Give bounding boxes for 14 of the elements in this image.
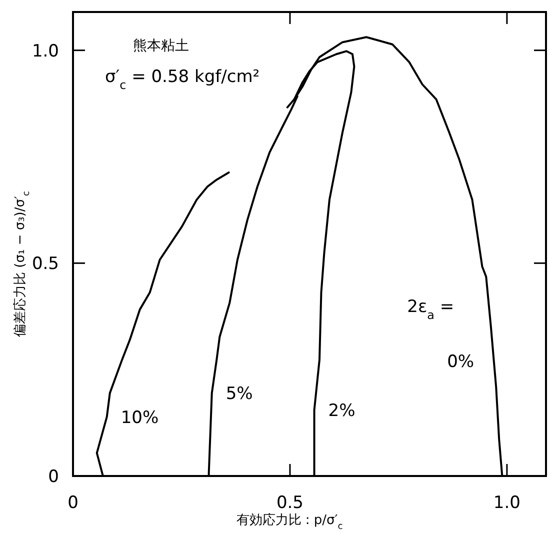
series-label: 0% — [447, 352, 474, 372]
series-label: 5% — [226, 384, 253, 404]
series-label: 10% — [120, 408, 159, 428]
y-tick-label: 0 — [48, 467, 59, 487]
series-label: 2% — [328, 401, 356, 422]
x-tick-label: 0 — [68, 493, 78, 513]
y-tick-label: 1.0 — [32, 41, 59, 62]
annotation: 2ε$_{a}$ = — [407, 297, 454, 322]
x-tick-label: 1.0 — [493, 493, 520, 513]
y-tick-label: 0.5 — [32, 254, 59, 274]
x-tick-label: 0.5 — [276, 493, 304, 513]
annotation: σ′$_{c}$ = 0.58 kgf/cm² — [105, 67, 260, 92]
x-axis-title: 有効応力比 : p/σ′$_{c}$ — [236, 512, 343, 532]
annotation: 熊本粘土 — [133, 38, 189, 54]
